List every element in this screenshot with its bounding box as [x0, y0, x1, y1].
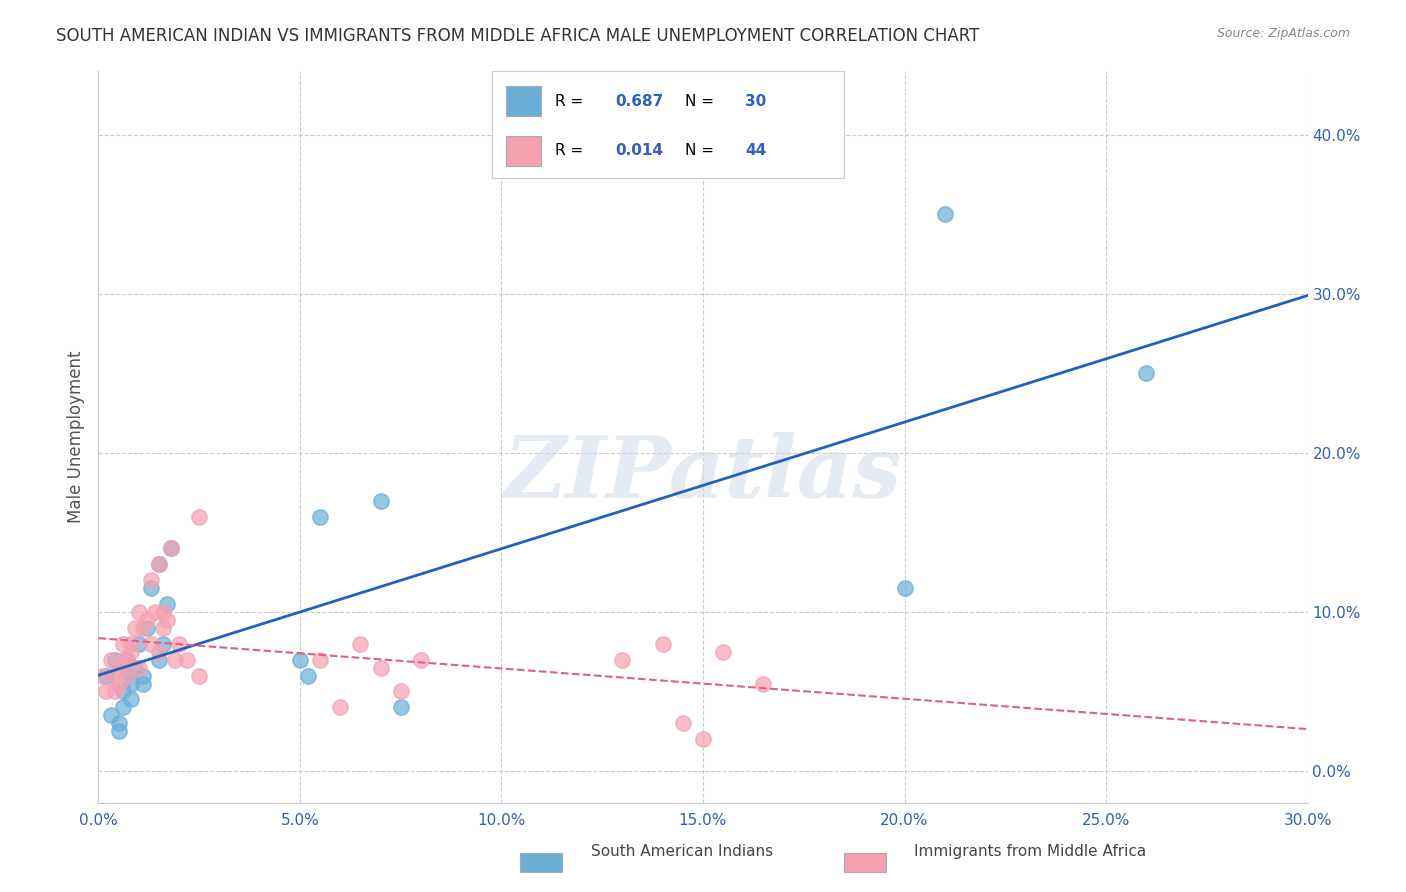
- Point: [297, 668, 319, 682]
- Text: South American Indians: South American Indians: [591, 845, 773, 859]
- Point: [389, 684, 412, 698]
- Point: [370, 493, 392, 508]
- Point: [124, 621, 146, 635]
- Text: R =: R =: [555, 143, 589, 158]
- Text: Source: ZipAtlas.com: Source: ZipAtlas.com: [1216, 27, 1350, 40]
- Text: 30: 30: [745, 94, 766, 109]
- Point: [124, 660, 146, 674]
- Point: [128, 637, 150, 651]
- Text: 0.687: 0.687: [616, 94, 664, 109]
- Point: [329, 700, 352, 714]
- Point: [91, 668, 114, 682]
- Point: [160, 541, 183, 556]
- FancyBboxPatch shape: [506, 136, 541, 166]
- Point: [152, 605, 174, 619]
- Point: [139, 573, 162, 587]
- Point: [115, 668, 138, 682]
- Point: [111, 700, 134, 714]
- Point: [934, 207, 956, 221]
- Point: [100, 708, 122, 723]
- Point: [107, 724, 129, 739]
- Point: [752, 676, 775, 690]
- Point: [1135, 367, 1157, 381]
- Point: [152, 621, 174, 635]
- Point: [176, 653, 198, 667]
- Point: [128, 660, 150, 674]
- Point: [711, 645, 734, 659]
- Point: [128, 605, 150, 619]
- Text: 44: 44: [745, 143, 766, 158]
- Point: [612, 653, 634, 667]
- Y-axis label: Male Unemployment: Male Unemployment: [66, 351, 84, 524]
- Point: [156, 597, 179, 611]
- Point: [188, 668, 211, 682]
- Point: [135, 621, 157, 635]
- Point: [103, 668, 125, 682]
- Point: [120, 676, 142, 690]
- Point: [115, 668, 138, 682]
- Point: [370, 660, 392, 674]
- Point: [120, 692, 142, 706]
- Text: N =: N =: [686, 143, 720, 158]
- Point: [188, 509, 211, 524]
- Point: [692, 732, 714, 747]
- Point: [167, 637, 190, 651]
- Text: 0.014: 0.014: [616, 143, 664, 158]
- Point: [120, 645, 142, 659]
- Point: [139, 637, 162, 651]
- Point: [148, 558, 170, 572]
- Text: ZIPatlas: ZIPatlas: [503, 432, 903, 516]
- Point: [349, 637, 371, 651]
- Point: [309, 653, 332, 667]
- Point: [651, 637, 673, 651]
- FancyBboxPatch shape: [506, 87, 541, 116]
- Point: [111, 653, 134, 667]
- Point: [409, 653, 432, 667]
- Point: [132, 621, 155, 635]
- Point: [100, 653, 122, 667]
- Point: [156, 613, 179, 627]
- Point: [309, 509, 332, 524]
- Point: [152, 637, 174, 651]
- Point: [107, 716, 129, 731]
- Point: [115, 653, 138, 667]
- Text: SOUTH AMERICAN INDIAN VS IMMIGRANTS FROM MIDDLE AFRICA MALE UNEMPLOYMENT CORRELA: SOUTH AMERICAN INDIAN VS IMMIGRANTS FROM…: [56, 27, 980, 45]
- Point: [135, 613, 157, 627]
- Point: [96, 668, 118, 682]
- Point: [103, 653, 125, 667]
- Point: [96, 684, 118, 698]
- Point: [120, 637, 142, 651]
- Point: [672, 716, 695, 731]
- Point: [107, 676, 129, 690]
- Point: [103, 684, 125, 698]
- Point: [132, 676, 155, 690]
- Point: [111, 637, 134, 651]
- Point: [107, 660, 129, 674]
- Point: [389, 700, 412, 714]
- Point: [163, 653, 186, 667]
- Point: [115, 653, 138, 667]
- Text: Immigrants from Middle Africa: Immigrants from Middle Africa: [914, 845, 1146, 859]
- Point: [132, 668, 155, 682]
- Point: [893, 581, 915, 595]
- Text: R =: R =: [555, 94, 589, 109]
- Text: N =: N =: [686, 94, 720, 109]
- Point: [148, 653, 170, 667]
- Point: [148, 558, 170, 572]
- Point: [288, 653, 311, 667]
- Point: [148, 645, 170, 659]
- Point: [139, 581, 162, 595]
- Point: [111, 684, 134, 698]
- Point: [143, 605, 166, 619]
- Point: [160, 541, 183, 556]
